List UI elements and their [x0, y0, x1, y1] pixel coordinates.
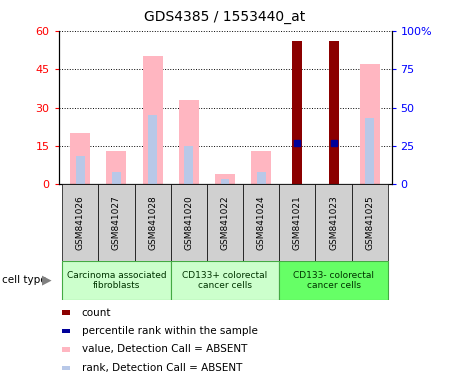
- Bar: [76, 156, 85, 184]
- Bar: [135, 184, 171, 261]
- Bar: [279, 184, 315, 261]
- Bar: [184, 146, 194, 184]
- Text: GSM841020: GSM841020: [184, 195, 194, 250]
- Text: count: count: [82, 308, 111, 318]
- Bar: [365, 118, 374, 184]
- Bar: [243, 184, 279, 261]
- Bar: [179, 100, 199, 184]
- Text: GSM841024: GSM841024: [256, 195, 266, 250]
- Text: GSM841025: GSM841025: [365, 195, 374, 250]
- Bar: [143, 56, 162, 184]
- Bar: [171, 261, 279, 300]
- Bar: [62, 310, 70, 315]
- Bar: [98, 184, 135, 261]
- Text: percentile rank within the sample: percentile rank within the sample: [82, 326, 258, 336]
- Bar: [70, 133, 90, 184]
- Text: value, Detection Call = ABSENT: value, Detection Call = ABSENT: [82, 344, 247, 354]
- Bar: [62, 366, 70, 370]
- Bar: [360, 64, 380, 184]
- Text: GSM841027: GSM841027: [112, 195, 121, 250]
- Bar: [107, 151, 126, 184]
- Text: Carcinoma associated
fibroblasts: Carcinoma associated fibroblasts: [67, 271, 166, 290]
- Bar: [171, 184, 207, 261]
- Bar: [315, 184, 352, 261]
- Bar: [215, 174, 235, 184]
- Bar: [220, 179, 230, 184]
- Bar: [62, 347, 70, 352]
- Text: CD133+ colorectal
cancer cells: CD133+ colorectal cancer cells: [182, 271, 268, 290]
- Bar: [279, 261, 388, 300]
- Text: GSM841022: GSM841022: [220, 195, 230, 250]
- Text: GSM841023: GSM841023: [329, 195, 338, 250]
- Text: GSM841028: GSM841028: [148, 195, 157, 250]
- Bar: [251, 151, 271, 184]
- Bar: [256, 172, 266, 184]
- Text: ▶: ▶: [42, 274, 52, 287]
- Text: GDS4385 / 1553440_at: GDS4385 / 1553440_at: [144, 10, 306, 23]
- Bar: [292, 41, 302, 184]
- Text: rank, Detection Call = ABSENT: rank, Detection Call = ABSENT: [82, 363, 242, 373]
- Text: cell type: cell type: [2, 275, 47, 285]
- Text: GSM841026: GSM841026: [76, 195, 85, 250]
- Bar: [62, 184, 98, 261]
- Bar: [62, 329, 70, 333]
- Bar: [112, 172, 121, 184]
- Text: CD133- colorectal
cancer cells: CD133- colorectal cancer cells: [293, 271, 374, 290]
- Text: GSM841021: GSM841021: [293, 195, 302, 250]
- Bar: [328, 41, 338, 184]
- Bar: [148, 115, 157, 184]
- Bar: [207, 184, 243, 261]
- Bar: [352, 184, 388, 261]
- Bar: [62, 261, 171, 300]
